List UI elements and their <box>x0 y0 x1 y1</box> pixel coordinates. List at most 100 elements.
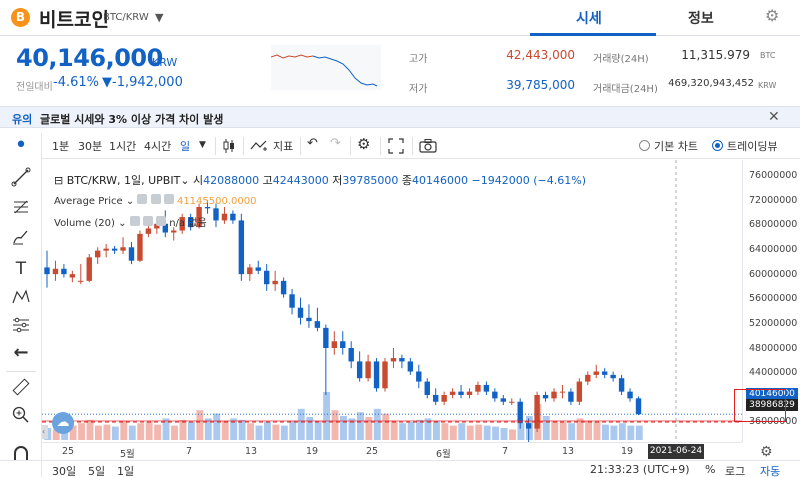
interval-1m[interactable]: 1분 <box>52 140 70 153</box>
candle-body <box>120 247 126 251</box>
volume-bar <box>551 420 559 440</box>
brush-icon[interactable] <box>9 227 33 251</box>
candle-body <box>576 381 583 402</box>
vol-eye-icon[interactable] <box>129 216 140 226</box>
ruler-icon[interactable] <box>9 377 33 401</box>
axis-settings-gear-icon[interactable]: ⚙ <box>760 444 773 460</box>
prediction-tool-icon[interactable] <box>9 315 33 339</box>
coin-name[interactable]: 비트코인 <box>39 9 109 31</box>
zoom-in-icon[interactable] <box>9 405 33 429</box>
candle-body <box>86 257 92 281</box>
candle-body <box>390 358 397 362</box>
candle-body <box>179 217 185 231</box>
interval-1h[interactable]: 1시간 <box>109 140 137 153</box>
interval-4h[interactable]: 4시간 <box>144 140 172 153</box>
candle-type-icon[interactable] <box>222 138 236 157</box>
toolbar-divider <box>412 137 413 155</box>
auto-toggle[interactable]: 자동 <box>760 465 781 477</box>
interval-30m[interactable]: 30분 <box>78 140 103 153</box>
tab-info[interactable]: 정보 <box>688 11 714 27</box>
avg-value: 41145500.0000 <box>176 196 257 207</box>
legend-symbol-caret[interactable]: ⌄ <box>180 174 194 187</box>
avg-dropdown-icon[interactable]: ⌄ <box>125 196 138 207</box>
chart-settings-icon[interactable]: ⚙ <box>357 135 371 153</box>
magnet-icon[interactable] <box>9 445 33 469</box>
candle-body <box>128 247 135 261</box>
coin-pair[interactable]: BTC/KRW <box>103 12 149 23</box>
legend-symbol[interactable]: BTC/KRW, 1일, UPBIT <box>66 174 181 187</box>
volume-24h-value: 11,315.979 <box>681 48 750 62</box>
candle-body <box>348 348 354 362</box>
pattern-tool-icon[interactable] <box>9 287 33 311</box>
trend-line-icon[interactable] <box>9 167 33 191</box>
legend-close-label: 종 <box>401 174 413 187</box>
avg-eye-icon[interactable] <box>137 194 148 204</box>
avg-remove-icon[interactable] <box>163 194 174 204</box>
notice-close-icon[interactable]: ✕ <box>768 109 780 125</box>
range-30d[interactable]: 30일 <box>52 465 77 477</box>
basic-chart-label[interactable]: 기본 차트 <box>654 140 698 153</box>
tradingview-label[interactable]: 트레이딩뷰 <box>727 140 778 153</box>
candle-body <box>517 401 523 424</box>
chart-area[interactable]: ⊟ BTC/KRW, 1일, UPBIT⌄ 시42088000 고4244300… <box>42 160 742 442</box>
vol-remove-icon[interactable] <box>156 216 167 226</box>
volume-bar <box>78 423 85 440</box>
cursor-dot-icon[interactable]: • <box>14 133 28 158</box>
range-5d[interactable]: 5일 <box>88 465 106 477</box>
vol-settings-icon[interactable] <box>142 216 153 226</box>
tab-market[interactable]: 시세 <box>576 11 602 27</box>
basic-chart-radio[interactable] <box>639 140 650 151</box>
volume-bar <box>365 416 373 440</box>
candle-body <box>424 381 430 395</box>
percent-toggle[interactable]: % <box>705 463 716 476</box>
notice-bar: 유의 글로벌 시세와 3% 이상 가격 차이 발생 ✕ <box>0 106 800 128</box>
interval-1d[interactable]: 일 <box>180 140 191 153</box>
redo-icon[interactable]: ↷ <box>330 136 341 151</box>
candle-body <box>407 361 414 372</box>
candle-body <box>204 207 211 209</box>
volume-bar <box>111 426 119 440</box>
volume-value: n/a <box>169 218 186 229</box>
volume-bar <box>424 418 432 440</box>
chart-toolbar: 1분 30분 1시간 4시간 일 ▼ 지표 ↶ ↷ ⚙ 기본 차트 트레이딩뷰 <box>42 133 800 159</box>
avg-label[interactable]: Average Price <box>54 196 123 207</box>
avg-settings-icon[interactable] <box>150 194 161 204</box>
indicator-button[interactable]: 지표 <box>273 140 294 153</box>
volume-bar <box>137 423 145 440</box>
arrow-left-icon[interactable]: ← <box>13 342 29 363</box>
candle-body <box>449 391 456 395</box>
text-tool-icon[interactable]: T <box>15 259 27 279</box>
scroll-left-handle[interactable]: ‹ <box>42 425 48 439</box>
volume-bar <box>373 408 381 440</box>
legend-collapse-icon[interactable]: ⊟ <box>54 174 67 187</box>
volume-bar <box>331 410 339 440</box>
range-1d[interactable]: 1일 <box>117 465 135 477</box>
coin-dropdown-caret-icon[interactable]: ▼ <box>155 11 164 24</box>
settings-gear-icon[interactable]: ⚙ <box>765 6 780 25</box>
candle-body <box>187 217 194 228</box>
volume-bar <box>103 424 111 440</box>
fib-tool-icon[interactable] <box>9 197 33 221</box>
volume-dropdown-icon[interactable]: ⌄ <box>118 218 130 229</box>
volume-bar <box>247 423 254 440</box>
interval-dropdown-icon[interactable]: ▼ <box>199 140 206 150</box>
x-tick: 6월 <box>436 449 451 460</box>
tradingview-radio[interactable] <box>712 140 723 151</box>
candle-body <box>145 228 152 234</box>
fullscreen-icon[interactable] <box>388 138 404 157</box>
volume-label[interactable]: Volume (20) <box>54 218 115 229</box>
magnet-svg <box>14 446 28 461</box>
clock-time[interactable]: 21:33:23 (UTC+9) <box>590 463 690 476</box>
volume-bar <box>449 425 457 440</box>
candle-body <box>458 391 464 395</box>
cloud-logo-icon[interactable]: ☁ <box>52 412 74 434</box>
snapshot-camera-icon[interactable] <box>419 138 437 156</box>
log-toggle[interactable]: 로그 <box>725 465 746 477</box>
candle-body <box>525 423 532 429</box>
undo-icon[interactable]: ↶ <box>307 136 318 151</box>
time-axis[interactable]: 25 5월 7 13 19 25 6월 7 13 19 2021-06-24 <box>42 442 742 460</box>
candle-body <box>69 274 76 278</box>
indicator-svg <box>250 140 267 151</box>
y-tick: 52000000 <box>749 318 798 329</box>
indicator-icon[interactable] <box>250 138 270 155</box>
